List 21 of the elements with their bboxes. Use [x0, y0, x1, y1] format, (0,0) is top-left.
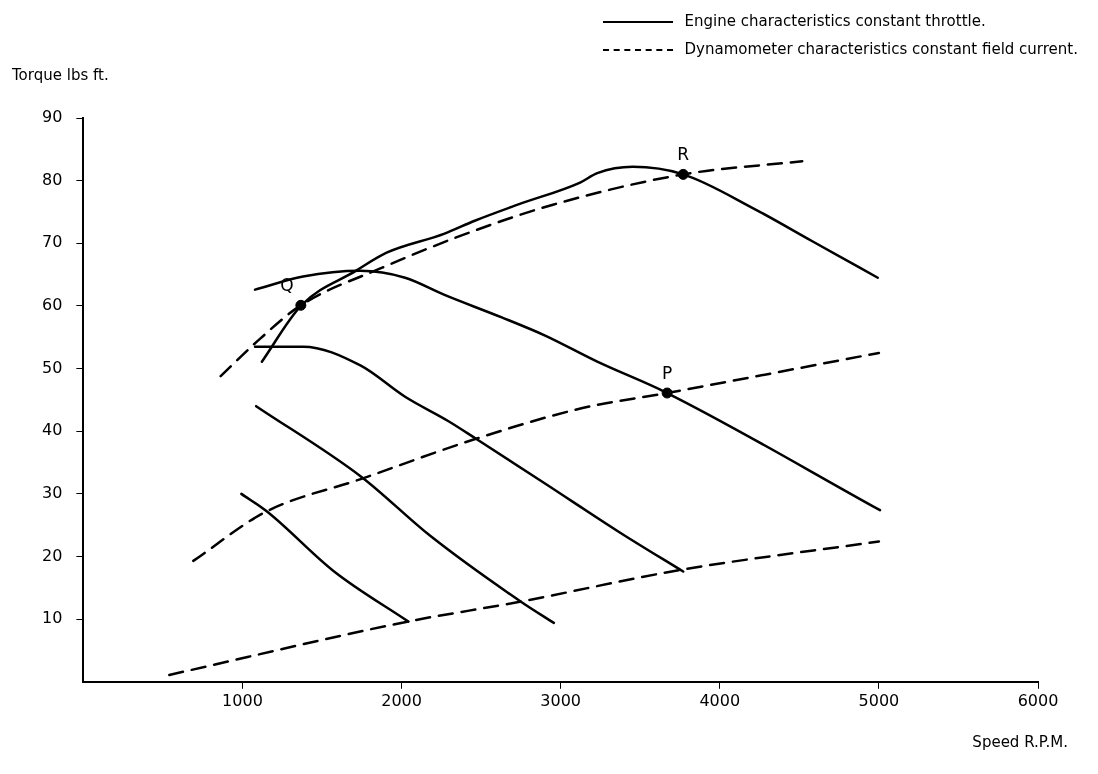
y-tick-label: 50 [42, 357, 63, 377]
y-axis-title: Torque lbs ft. [11, 66, 109, 85]
y-tick-label: 10 [42, 608, 63, 628]
x-tick-label: 2000 [381, 690, 422, 710]
x-tick-label: 3000 [540, 690, 582, 710]
legend-label: Dynamometer characteristics constant field current. [684, 40, 1078, 58]
x-tick-label: 1000 [222, 690, 263, 710]
annotation: P [661, 362, 673, 383]
y-tick-label: 70 [42, 232, 63, 252]
x-axis-title: Speed R.P.M. [972, 733, 1068, 752]
y-tick-label: 60 [42, 295, 63, 315]
annotation: R [677, 144, 690, 165]
x-tick-label: 6000 [1017, 690, 1059, 710]
y-tick-label: 30 [42, 483, 63, 503]
legend-label: Engine characteristics constant throttle. [684, 12, 986, 30]
x-tick-label: 5000 [858, 690, 900, 710]
x-tick-label: 4000 [699, 690, 741, 710]
y-tick-label: 80 [42, 169, 63, 189]
y-tick-label: 40 [42, 420, 63, 440]
y-tick-label: 20 [42, 545, 63, 565]
y-tick-label: 90 [42, 107, 63, 127]
